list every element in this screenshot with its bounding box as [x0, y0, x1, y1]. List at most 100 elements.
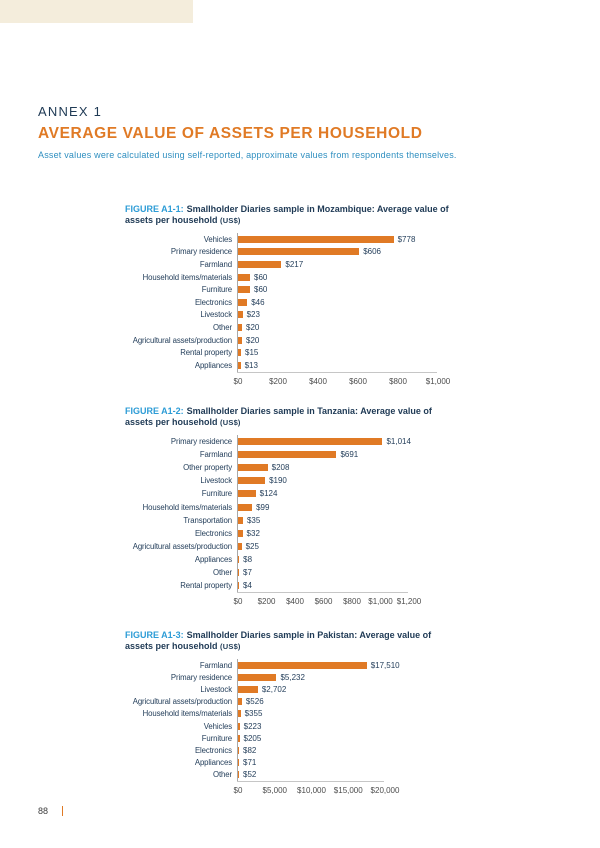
bar [238, 260, 282, 268]
x-tick-label: $0 [233, 785, 243, 795]
value-label: $71 [243, 758, 257, 768]
bar [238, 698, 242, 706]
category-label: Other [213, 770, 232, 780]
value-label: $526 [245, 697, 264, 707]
x-tick-label: $5,000 [262, 785, 287, 795]
bar-cell: $223 [237, 719, 585, 733]
value-label: $217 [285, 259, 304, 269]
bar [238, 529, 243, 537]
bar-cell: $20 [237, 321, 585, 334]
bar [238, 361, 241, 369]
x-tick-label: $1,000 [368, 597, 393, 607]
figure-label: FIGURE A1-3: [125, 630, 184, 640]
bar [238, 710, 241, 718]
chart-row: Electronics $32 [125, 526, 585, 540]
category-label: Other property [183, 463, 232, 473]
bar [238, 746, 239, 754]
value-label: $35 [246, 515, 261, 525]
category-label: Agricultural assets/production [132, 335, 232, 345]
chart-row: Rental property $4 [125, 579, 585, 593]
chart-row: Appliances $71 [125, 756, 585, 769]
bar-cell: $82 [237, 744, 585, 757]
chart-row: Rental property $15 [125, 346, 585, 359]
bar-cell: $60 [237, 283, 585, 296]
bar-cell: $526 [237, 695, 585, 708]
value-label: $46 [251, 297, 265, 307]
category-label: Livestock [200, 684, 232, 694]
bar [238, 516, 243, 524]
x-tick-label: $800 [343, 597, 361, 607]
figure-caption-line2: assets per household (US$) [125, 641, 241, 651]
category-label: Vehicles [203, 234, 232, 244]
bar-cell: $46 [237, 295, 585, 309]
chart-x-axis: $0 $5,000 $10,000 $15,000 $20,000 [233, 780, 585, 801]
bar [238, 298, 248, 306]
figure-unit: (US$) [220, 642, 241, 651]
chart-row: Other property $208 [125, 461, 585, 475]
category-label: Appliances [194, 758, 232, 768]
x-tick-label: $200 [257, 597, 276, 607]
figure-caption-line1: FIGURE A1-3: Smallholder Diaries sample i… [125, 630, 585, 641]
bar-cell: $32 [237, 526, 585, 540]
chart-row: Agricultural assets/production $25 [125, 539, 585, 553]
bar [238, 349, 241, 357]
chart-row: Livestock $190 [125, 474, 585, 488]
bar [238, 490, 256, 498]
value-label: $4 [243, 581, 252, 591]
category-label: Transportation [183, 515, 232, 525]
category-label: Furniture [201, 285, 232, 295]
value-label: $355 [244, 709, 263, 719]
bar [238, 661, 367, 669]
bar-cell: $208 [237, 461, 585, 475]
value-label: $606 [363, 247, 381, 257]
bar [238, 685, 258, 693]
category-label: Furniture [201, 733, 232, 743]
category-label: Agricultural assets/production [132, 541, 232, 551]
chart-row: Appliances $13 [125, 358, 585, 372]
chart-row: Vehicles $223 [125, 719, 585, 733]
x-tick-label: $1,000 [425, 376, 451, 386]
value-label: $32 [246, 528, 260, 538]
bar-cell: $99 [237, 500, 585, 514]
category-label: Household items/materials [142, 272, 232, 282]
bar-cell: $355 [237, 707, 585, 720]
bar-cell: $5,232 [237, 671, 585, 684]
value-label: $23 [246, 310, 260, 320]
value-label: $20 [246, 335, 260, 345]
x-tick-label: $20,000 [370, 785, 400, 795]
value-label: $1,014 [386, 437, 411, 447]
corner-accent-band [0, 0, 193, 23]
category-label: Appliances [194, 554, 232, 564]
value-label: $8 [243, 554, 253, 564]
value-label: $2,702 [261, 684, 287, 694]
figure-caption-line2: assets per household (US$) [125, 417, 241, 427]
value-label: $208 [271, 463, 290, 473]
category-label: Farmland [199, 450, 232, 460]
figure-unit: (US$) [220, 216, 241, 225]
bar [238, 336, 242, 344]
bar [238, 286, 250, 294]
bar-cell: $205 [237, 732, 585, 745]
bar-cell: $2,702 [237, 683, 585, 696]
value-label: $223 [243, 721, 262, 731]
figure-a1-2: FIGURE A1-2: Smallholder Diaries sample i… [125, 406, 585, 612]
chart-row: Primary residence $1,014 [125, 435, 585, 449]
chart-row: Furniture $205 [125, 732, 585, 745]
bar [238, 311, 243, 319]
bar-cell: $35 [237, 513, 585, 527]
footer-divider [62, 806, 64, 816]
bar-cell: $17,510 [237, 659, 585, 672]
bar-cell: $13 [237, 358, 585, 372]
x-tick-label: $400 [309, 376, 327, 386]
bar-cell: $4 [237, 579, 585, 593]
category-label: Primary residence [170, 247, 232, 257]
bar [238, 542, 242, 550]
chart-row: Household items/materials $355 [125, 707, 585, 720]
value-label: $5,232 [280, 672, 305, 682]
chart-row: Transportation $35 [125, 513, 585, 527]
figure-unit: (US$) [220, 418, 241, 427]
category-label: Furniture [201, 489, 232, 499]
bar-cell: $25 [237, 539, 585, 553]
category-label: Rental property [180, 348, 232, 358]
chart-row: Farmland $217 [125, 258, 585, 271]
